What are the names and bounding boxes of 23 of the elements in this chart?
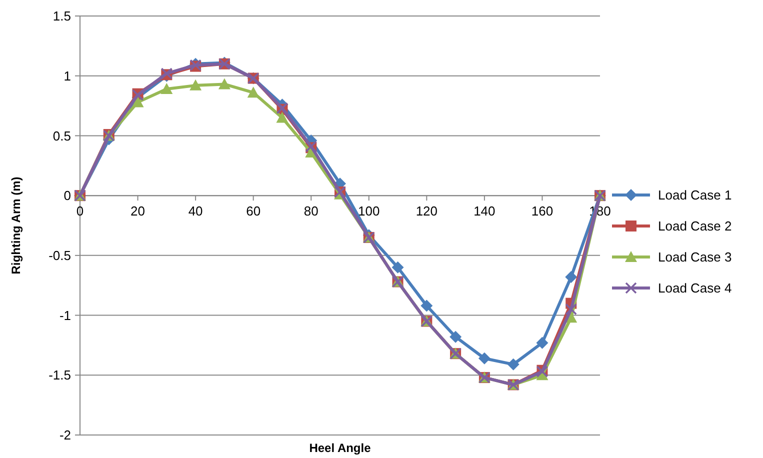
- legend-label: Load Case 4: [658, 280, 732, 296]
- x-tick-label: 100: [358, 204, 380, 219]
- y-tick-label: -1.5: [48, 368, 71, 383]
- x-tick-label: 0: [76, 204, 84, 219]
- y-tick-label: 0.5: [52, 128, 71, 144]
- legend-label: Load Case 1: [658, 188, 732, 203]
- x-tick-label: 40: [188, 204, 203, 219]
- x-axis-title: Heel Angle: [309, 441, 372, 455]
- y-tick-label: -1: [59, 308, 71, 323]
- x-tick-label: 120: [416, 204, 438, 219]
- y-tick-label: 1: [64, 68, 71, 84]
- y-tick-label: -2: [59, 428, 71, 443]
- y-tick-label: -0.5: [48, 248, 71, 263]
- x-tick-label: 140: [474, 204, 496, 219]
- y-tick-label: 1.5: [52, 8, 71, 24]
- x-tick-label: 60: [246, 204, 261, 219]
- legend-label: Load Case 3: [658, 250, 732, 265]
- y-tick-label: 0: [64, 188, 71, 204]
- x-tick-label: 160: [531, 204, 554, 219]
- x-tick-label: 80: [304, 204, 318, 219]
- x-tick-label: 20: [130, 204, 146, 219]
- legend-label: Load Case 2: [658, 218, 732, 234]
- y-axis-title: Righting Arm (m): [9, 176, 23, 274]
